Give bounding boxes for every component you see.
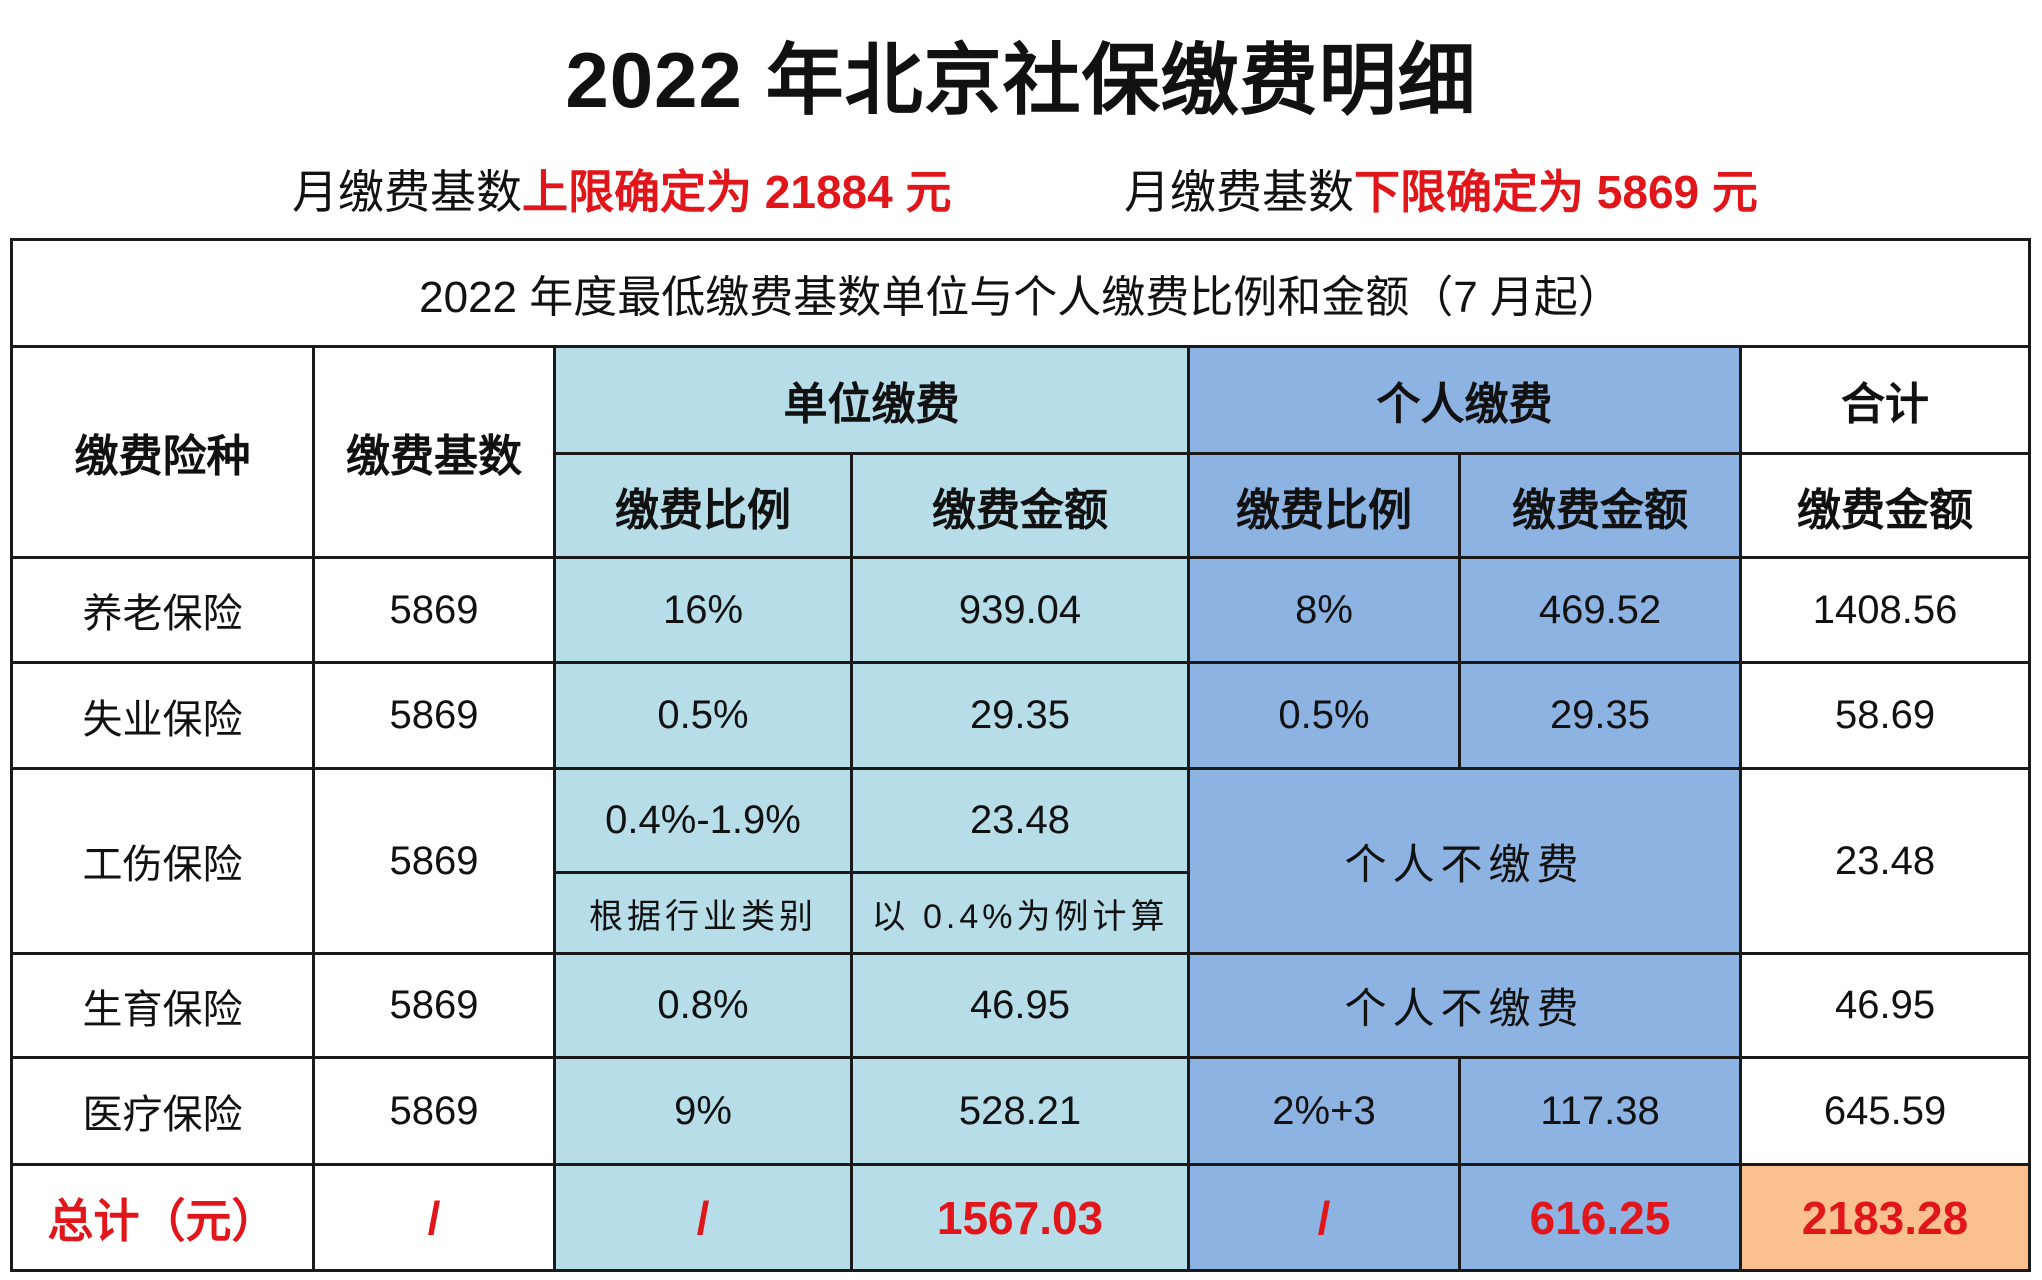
lower-limit-text: 下限确定为 5869 元 xyxy=(1354,166,1758,218)
lower-limit-note: 月缴费基数下限确定为 5869 元 xyxy=(1124,156,1758,222)
totals-employer-amount: 1567.03 xyxy=(850,1163,1190,1272)
header-employer-amount: 缴费金额 xyxy=(850,452,1190,559)
row-type: 养老保险 xyxy=(10,556,315,664)
row-personal-amount: 29.35 xyxy=(1458,661,1742,770)
row-type: 生育保险 xyxy=(10,952,315,1059)
table-row: 失业保险 5869 0.5% 29.35 0.5% 29.35 58.69 xyxy=(10,661,2032,770)
totals-base: / xyxy=(312,1163,556,1272)
header-personal-amount: 缴费金额 xyxy=(1458,452,1742,559)
contribution-table: 2022 年度最低缴费基数单位与个人缴费比例和金额（7 月起） 缴费险种 缴费基… xyxy=(9,238,2032,1272)
totals-employer-rate: / xyxy=(553,1163,853,1272)
row-employer-amount: 29.35 xyxy=(850,661,1190,770)
header-row-1: 缴费险种 缴费基数 单位缴费 个人缴费 合计 xyxy=(10,345,2032,559)
table-row: 养老保险 5869 16% 939.04 8% 469.52 1408.56 xyxy=(10,556,2032,664)
row-personal-amount: 469.52 xyxy=(1458,556,1742,664)
page-title: 2022 年北京社保缴费明细 xyxy=(565,36,1477,124)
header-row-2: 缴费比例 缴费金额 缴费比例 缴费金额 缴费金额 xyxy=(12,452,2032,559)
row-base: 5869 xyxy=(312,556,556,664)
row-personal-none: 个人不缴费 xyxy=(1187,767,1742,955)
totals-personal-amount: 616.25 xyxy=(1458,1163,1742,1272)
row-personal-amount: 117.38 xyxy=(1458,1056,1742,1166)
row-personal-none: 个人不缴费 xyxy=(1187,952,1742,1059)
row-employer-rate: 16% xyxy=(553,556,853,664)
row-employer-rate: 0.8% xyxy=(553,952,853,1059)
row-base: 5869 xyxy=(312,767,556,955)
header-personal: 个人缴费 xyxy=(1187,345,1742,455)
row-total: 58.69 xyxy=(1738,661,2032,770)
caption-row: 2022 年度最低缴费基数单位与个人缴费比例和金额（7 月起） xyxy=(9,238,2032,348)
row-employer-amount: 46.95 xyxy=(850,952,1190,1059)
table-caption: 2022 年度最低缴费基数单位与个人缴费比例和金额（7 月起） xyxy=(9,238,2032,348)
table-row-note: 根据行业类别 以 0.4%为例计算 xyxy=(12,871,2030,955)
row-employer-rate: 9% xyxy=(553,1056,853,1166)
row-total: 645.59 xyxy=(1738,1056,2032,1166)
header-total-amount: 缴费金额 xyxy=(1738,452,2032,559)
totals-personal-rate: / xyxy=(1187,1163,1461,1272)
header-base: 缴费基数 xyxy=(312,345,556,559)
header-employer-rate: 缴费比例 xyxy=(553,452,853,559)
header-employer: 单位缴费 xyxy=(553,345,1190,455)
row-employer-rate: 0.4%-1.9% xyxy=(553,767,853,874)
row-employer-amount: 939.04 xyxy=(850,556,1190,664)
row-personal-rate: 8% xyxy=(1187,556,1461,664)
header-type: 缴费险种 xyxy=(10,345,315,559)
upper-prefix: 月缴费基数 xyxy=(292,166,522,218)
totals-row: 总计（元） / / 1567.03 / 616.25 2183.28 xyxy=(10,1163,2032,1272)
row-base: 5869 xyxy=(312,1056,556,1166)
row-personal-rate: 0.5% xyxy=(1187,661,1461,770)
upper-limit-text: 上限确定为 21884 元 xyxy=(522,166,952,218)
row-total: 1408.56 xyxy=(1738,556,2032,664)
header-total: 合计 xyxy=(1738,345,2032,455)
row-type: 失业保险 xyxy=(10,661,315,770)
table-row: 工伤保险 5869 0.4%-1.9% 23.48 个人不缴费 23.48 xyxy=(10,767,2032,955)
header-personal-rate: 缴费比例 xyxy=(1187,452,1461,559)
row-type: 医疗保险 xyxy=(10,1056,315,1166)
totals-label: 总计（元） xyxy=(10,1163,315,1272)
row-personal-rate: 2%+3 xyxy=(1187,1056,1461,1166)
row-base: 5869 xyxy=(312,952,556,1059)
row-type: 工伤保险 xyxy=(10,767,315,955)
row-base: 5869 xyxy=(312,661,556,770)
grand-total: 2183.28 xyxy=(1738,1163,2032,1272)
upper-limit-note: 月缴费基数上限确定为 21884 元 xyxy=(292,156,951,222)
row-employer-rate: 0.5% xyxy=(553,661,853,770)
row-employer-rate-note: 根据行业类别 xyxy=(553,871,853,955)
row-employer-amount: 528.21 xyxy=(850,1056,1190,1166)
row-total: 46.95 xyxy=(1738,952,2032,1059)
table-row: 医疗保险 5869 9% 528.21 2%+3 117.38 645.59 xyxy=(10,1056,2032,1166)
row-employer-amount: 23.48 xyxy=(850,767,1190,874)
row-total: 23.48 xyxy=(1738,767,2032,955)
row-employer-amount-note: 以 0.4%为例计算 xyxy=(850,871,1190,955)
lower-prefix: 月缴费基数 xyxy=(1124,166,1354,218)
table-row: 生育保险 5869 0.8% 46.95 个人不缴费 46.95 xyxy=(10,952,2032,1059)
